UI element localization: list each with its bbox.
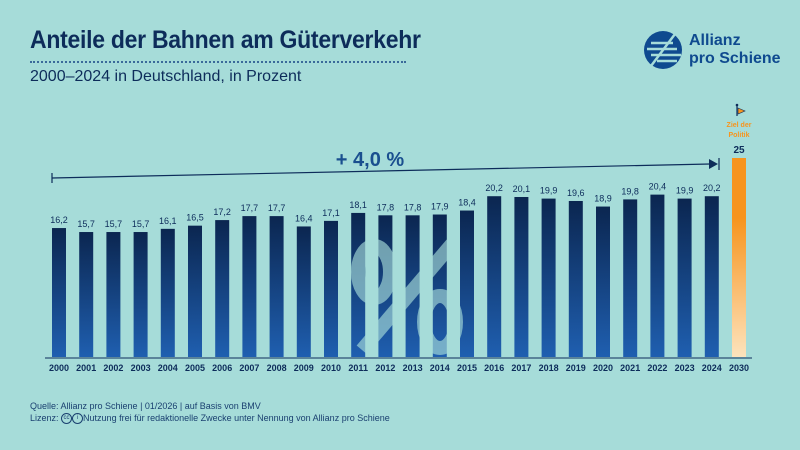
logo-emblem-icon [644,31,682,69]
x-tick-label: 2002 [103,363,123,373]
data-label: 19,6 [567,188,585,198]
data-label: 17,7 [268,203,286,213]
x-tick-label: 2022 [647,363,667,373]
x-tick-label: 2010 [321,363,341,373]
data-label: 18,4 [458,198,476,208]
bar-2003 [133,232,148,357]
title-divider [30,61,406,63]
bar-2022 [650,194,665,357]
data-label: 15,7 [132,219,150,229]
data-label: 19,9 [676,186,694,196]
data-label: 20,2 [703,183,721,193]
logo-line2: pro Schiene [689,50,781,67]
x-tick-label: 2013 [403,363,423,373]
target-bar [732,158,746,357]
page-subtitle: 2000–2024 in Deutschland, in Prozent [30,68,302,85]
license-text: Nutzung frei für redaktionelle Zwecke un… [83,413,390,423]
x-tick-label: 2001 [76,363,96,373]
data-label: 16,1 [159,216,177,226]
x-tick-label: 2003 [131,363,151,373]
bar-2018 [541,198,556,357]
logo: Allianz pro Schiene [643,30,781,70]
data-label: 19,8 [621,186,639,196]
x-tick-label: 2016 [484,363,504,373]
x-tick-label: 2018 [539,363,559,373]
source-text: Quelle: Allianz pro Schiene | 01/2026 | … [30,401,261,411]
license-label: Lizenz: [30,413,59,423]
x-tick-label: 2011 [348,363,368,373]
x-tick-label: 2023 [675,363,695,373]
bar-2020 [596,206,610,357]
x-tick-label: 2009 [294,363,314,373]
data-label: 25 [733,145,745,156]
bar-2021 [623,199,638,357]
trend-annotation: + 4,0 % [336,149,405,171]
data-label: 16,2 [50,215,68,225]
data-label: 20,4 [649,182,667,192]
data-label: 18,1 [349,200,367,210]
bar-2006 [215,220,230,357]
bar-2019 [568,200,583,357]
x-tick-label: 2019 [566,363,586,373]
data-label: 17,2 [213,207,231,217]
bar-2008 [269,216,284,357]
bar-chart: 16,2 2000 15,7 2001 15,7 2002 15,7 2003 16,1 2004… [45,103,752,373]
x-tick-label: 2005 [185,363,205,373]
data-label: 17,8 [377,202,395,212]
bar-2023 [677,198,692,357]
cc-icon: cc [61,413,73,425]
x-tick-label: 2007 [239,363,259,373]
data-label: 17,8 [404,202,422,212]
watermark-percent-icon [351,239,463,355]
x-tick-label: 2030 [729,363,749,373]
x-tick-label: 2006 [212,363,232,373]
data-label: 15,7 [77,219,95,229]
bar-2000 [52,228,66,357]
x-tick-label: 2021 [620,363,640,373]
x-tick-label: 2012 [375,363,395,373]
target-note-line2: Politik [728,132,749,139]
target-note-line1: Ziel der [727,122,752,129]
bar-2017 [514,197,529,357]
bar-2015 [460,210,474,357]
trend-arrow-line [51,163,711,179]
flag-icon [735,103,746,116]
page-title: Anteile der Bahnen am Güterverkehr [30,26,421,54]
bar-2009 [296,226,311,357]
x-tick-label: 2017 [511,363,531,373]
data-label: 17,9 [431,202,449,212]
x-tick-label: 2000 [49,363,69,373]
bar-2016 [487,196,502,357]
data-label: 20,1 [513,184,531,194]
x-tick-label: 2015 [457,363,477,373]
bar-2010 [324,220,338,357]
footer: Quelle: Allianz pro Schiene | 01/2026 | … [30,400,390,425]
x-tick-label: 2014 [430,363,450,373]
bar-2001 [79,232,94,357]
trend-arrow-head [709,159,718,169]
data-label: 15,7 [105,219,123,229]
x-tick-label: 2024 [702,363,722,373]
x-tick-label: 2008 [267,363,287,373]
data-label: 16,5 [186,213,204,223]
data-label: 18,9 [594,194,612,204]
bar-2005 [188,225,202,357]
bar-2014 [432,214,447,357]
logo-line1: Allianz [689,32,741,49]
data-label: 19,9 [540,186,558,196]
bar-2004 [160,228,175,357]
x-tick-label: 2020 [593,363,613,373]
data-label: 17,1 [322,208,340,218]
bar-2024 [704,196,719,357]
bar-2002 [106,232,121,357]
x-tick-label: 2004 [158,363,178,373]
data-label: 17,7 [241,203,259,213]
data-label: 20,2 [485,183,503,193]
data-label: 16,4 [295,213,313,223]
bar-2007 [242,216,257,357]
attribution-icon: i [72,413,84,425]
